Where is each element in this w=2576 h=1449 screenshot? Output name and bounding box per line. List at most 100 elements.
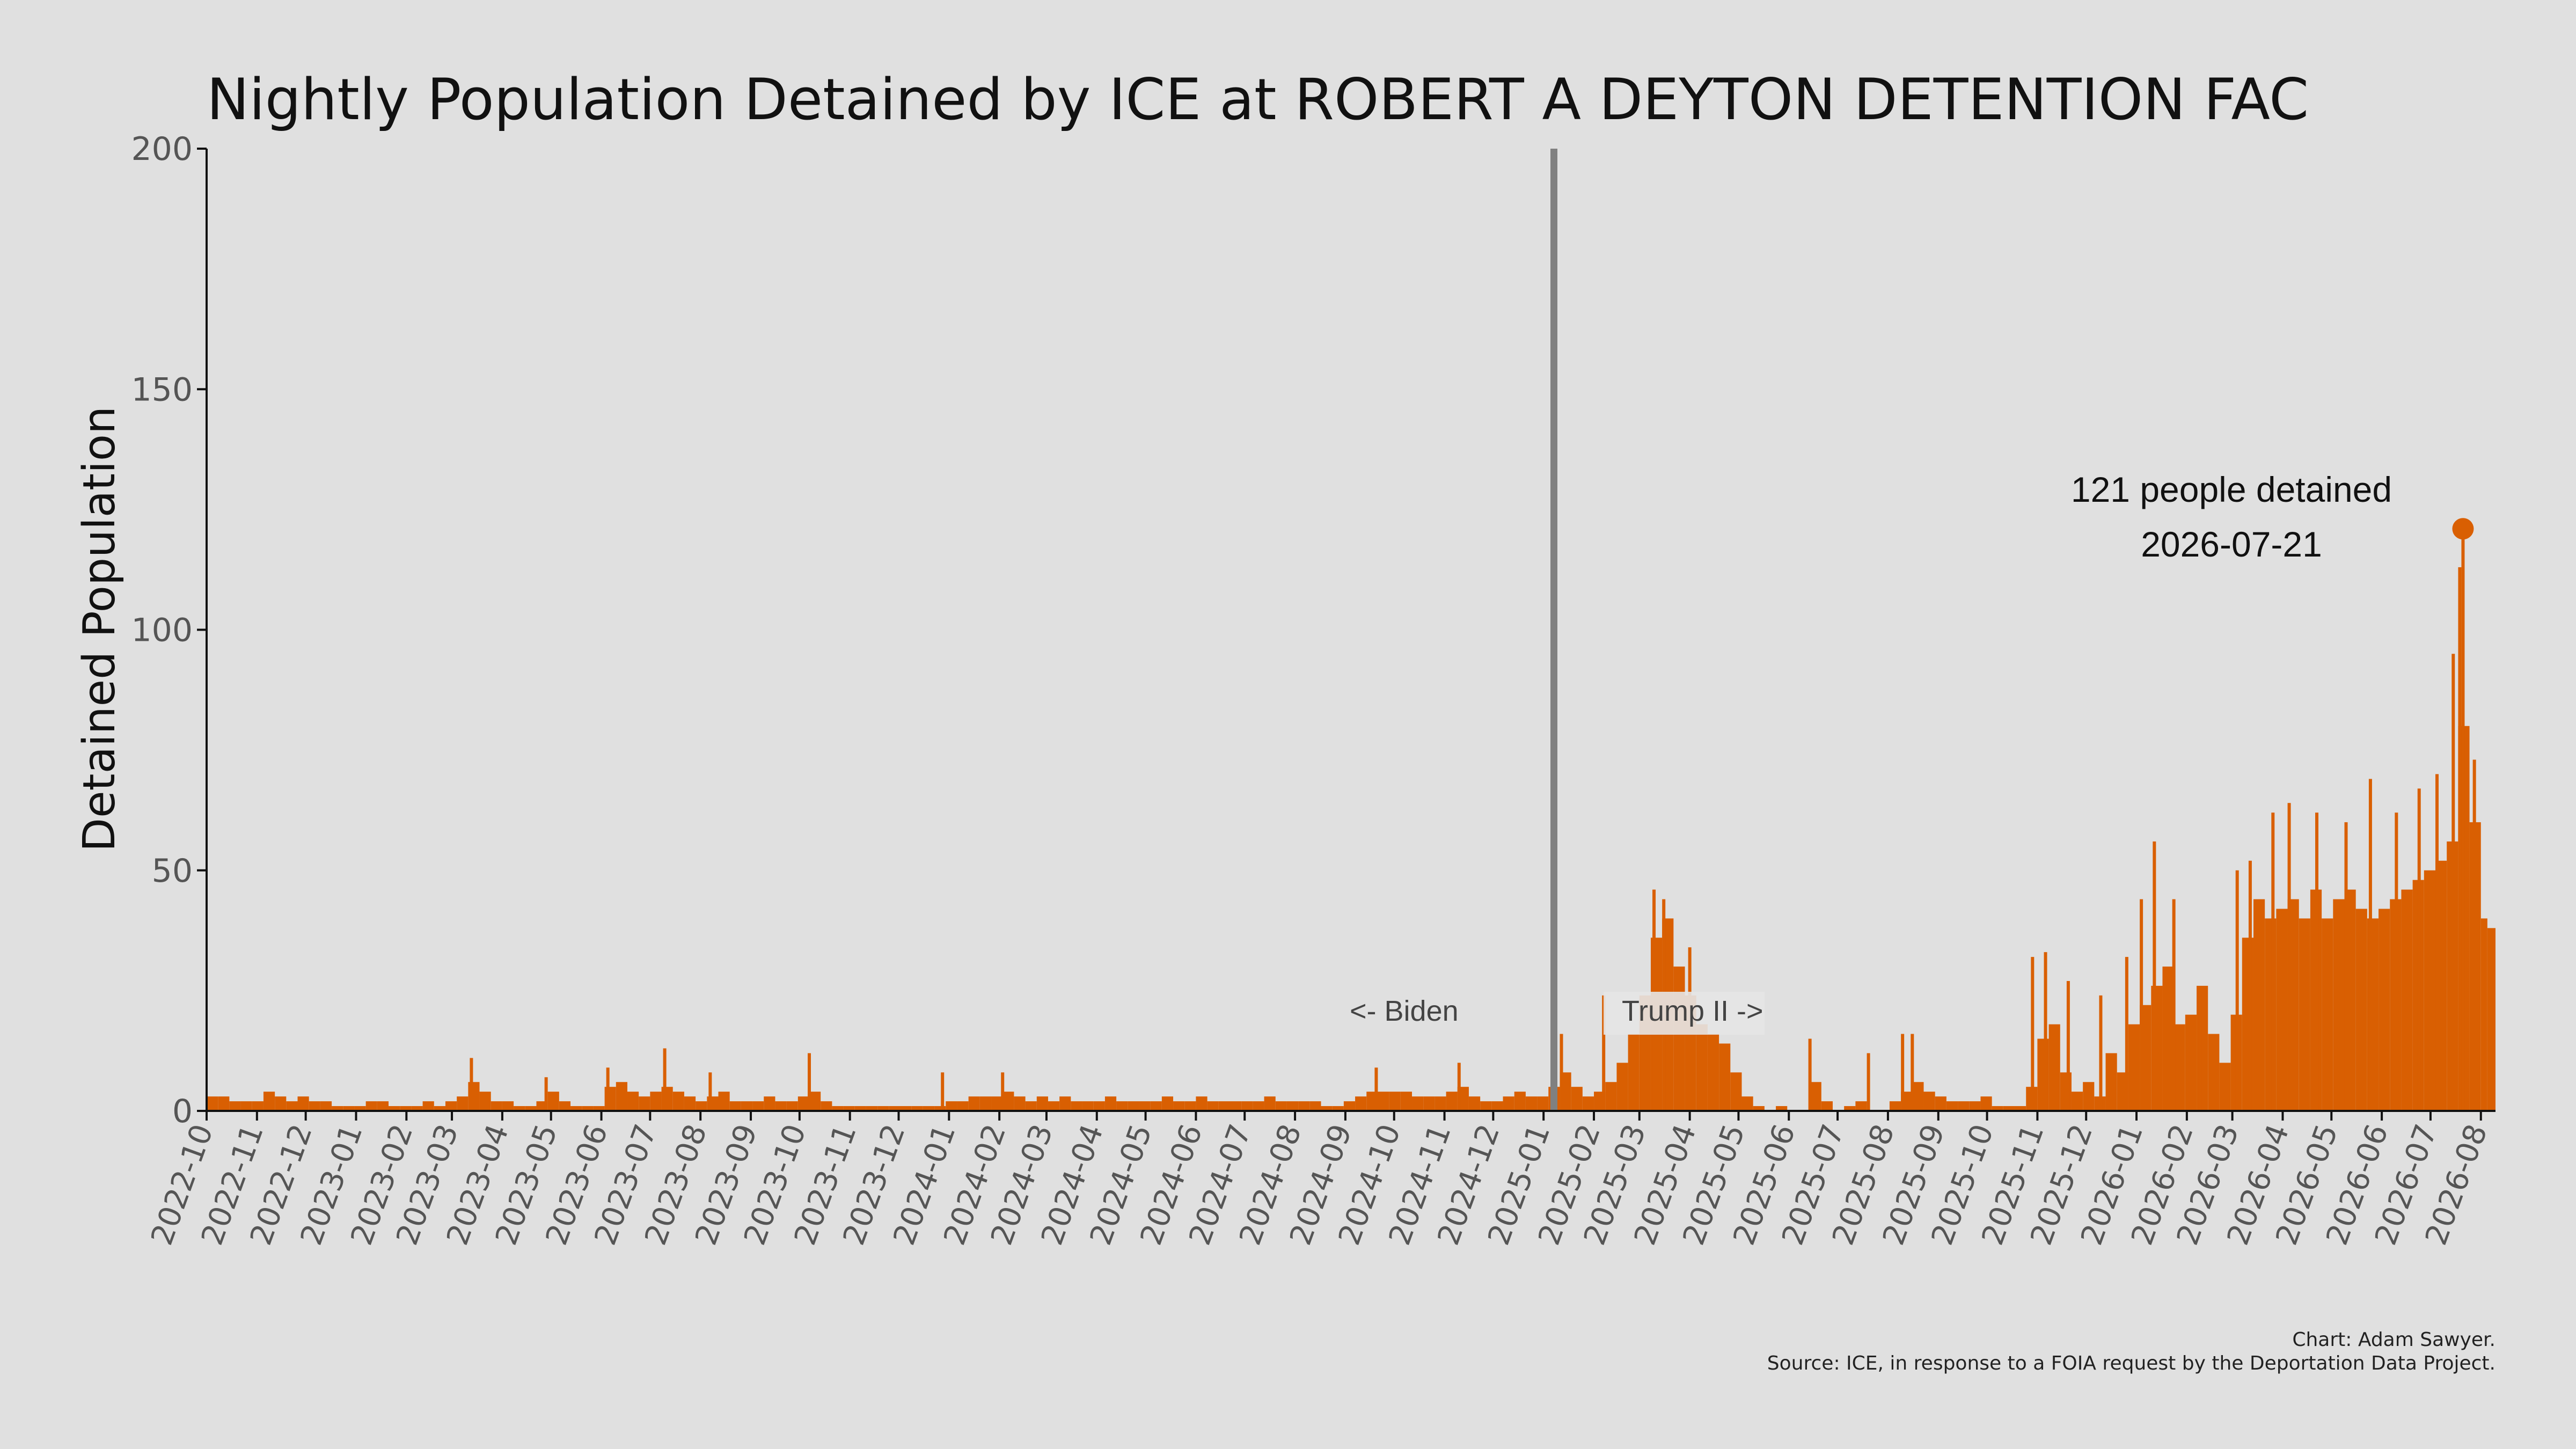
weekly-bar [1525, 1096, 1538, 1111]
weekly-bar [2379, 909, 2390, 1111]
spike-bar [941, 1072, 945, 1111]
weekly-bar [1253, 1101, 1264, 1111]
weekly-bar [2424, 870, 2436, 1111]
weekly-bar [525, 1106, 537, 1111]
spike-bar [708, 1072, 712, 1111]
weekly-bar [639, 1096, 650, 1111]
spike-bar [544, 1077, 548, 1111]
weekly-bar [252, 1101, 264, 1111]
weekly-bar [1002, 1092, 1014, 1111]
spike-bar [1001, 1072, 1005, 1111]
weekly-bar [1753, 1106, 1765, 1111]
weekly-bar [854, 1106, 866, 1111]
weekly-bar [263, 1092, 275, 1111]
weekly-bar [741, 1101, 753, 1111]
weekly-bar [1298, 1101, 1310, 1111]
weekly-bar [1104, 1096, 1117, 1111]
weekly-bar [1036, 1096, 1048, 1111]
weekly-bar [1889, 1101, 1901, 1111]
weekly-bar [1423, 1096, 1435, 1111]
weekly-bar [1605, 1082, 1617, 1111]
spike-bar [2066, 980, 2070, 1111]
weekly-bar [1741, 1096, 1753, 1111]
weekly-bar [1946, 1101, 1958, 1111]
weekly-bar [2276, 909, 2288, 1111]
weekly-bar [696, 1101, 707, 1111]
weekly-bar [1071, 1101, 1082, 1111]
weekly-bar [1923, 1092, 1935, 1111]
spike-bar [1560, 1034, 1563, 1111]
weekly-bar [821, 1101, 832, 1111]
credit-line: Chart: Adam Sawyer. [2292, 1329, 2496, 1351]
weekly-bar [2015, 1106, 2026, 1111]
weekly-bar [2253, 899, 2265, 1111]
weekly-bar [1480, 1101, 1492, 1111]
spike-bar [2458, 567, 2462, 1111]
weekly-bar [2003, 1106, 2015, 1111]
weekly-bar [2480, 918, 2487, 1111]
weekly-bar [1935, 1096, 1946, 1111]
weekly-bar [797, 1096, 810, 1111]
weekly-bar [1673, 967, 1685, 1111]
y-tick-label: 150 [131, 371, 193, 408]
weekly-bar [1218, 1101, 1230, 1111]
weekly-bar [934, 1106, 946, 1111]
spike-bar [2235, 870, 2239, 1111]
spike-bar [2125, 957, 2128, 1111]
spike-bar [2435, 774, 2439, 1111]
weekly-bar [400, 1106, 412, 1111]
weekly-bar [1730, 1072, 1742, 1111]
y-tick-label: 50 [152, 852, 193, 890]
weekly-bar [684, 1096, 696, 1111]
weekly-bar [1150, 1101, 1162, 1111]
weekly-bar [1821, 1101, 1833, 1111]
weekly-bar [2105, 1053, 2117, 1111]
weekly-bar [1776, 1106, 1788, 1111]
weekly-bar [1355, 1096, 1367, 1111]
weekly-bar [1582, 1096, 1594, 1111]
weekly-bar [1025, 1101, 1037, 1111]
weekly-bar [1241, 1101, 1253, 1111]
weekly-bar [1468, 1096, 1481, 1111]
weekly-bar [1048, 1101, 1060, 1111]
weekly-bar [946, 1101, 957, 1111]
weekly-bar [1275, 1101, 1287, 1111]
weekly-bar [240, 1101, 252, 1111]
weekly-bar [786, 1101, 798, 1111]
source-line: Source: ICE, in response to a FOIA reque… [1767, 1352, 2496, 1374]
weekly-bar [1389, 1092, 1401, 1111]
spike-bar [2451, 654, 2455, 1111]
trump-era-label: Trump II -> [1622, 995, 1763, 1027]
weekly-bar [900, 1106, 912, 1111]
weekly-bar [389, 1106, 400, 1111]
trump-label-background [1604, 992, 1765, 1035]
y-tick-label: 200 [131, 130, 193, 168]
spike-bar [2099, 995, 2103, 1111]
weekly-bar [1446, 1092, 1458, 1111]
y-ticks-layer: 0 50 100 150 200 [131, 130, 207, 1130]
weekly-bar [434, 1106, 445, 1111]
weekly-bar [1286, 1101, 1299, 1111]
weekly-bar [1184, 1101, 1196, 1111]
weekly-bar [491, 1101, 502, 1111]
weekly-bar [1128, 1101, 1139, 1111]
weekly-bar [1912, 1082, 1924, 1111]
chart-title: Nightly Population Detained by ICE at RO… [207, 67, 2309, 133]
weekly-bar [1491, 1101, 1503, 1111]
weekly-bar [923, 1106, 935, 1111]
weekly-bar [2071, 1092, 2083, 1111]
weekly-bar [411, 1106, 423, 1111]
weekly-bar [1139, 1101, 1151, 1111]
spike-bar [2472, 759, 2476, 1111]
biden-era-label: <- Biden [1350, 995, 1459, 1027]
weekly-bar [1116, 1101, 1128, 1111]
spike-bar [808, 1053, 811, 1111]
weekly-bar [1059, 1096, 1071, 1111]
weekly-bar [1537, 1096, 1549, 1111]
weekly-bar [1230, 1101, 1242, 1111]
weekly-bar [2083, 1082, 2095, 1111]
weekly-bar [1332, 1106, 1344, 1111]
weekly-bar [2322, 918, 2333, 1111]
weekly-bar [1571, 1087, 1583, 1111]
weekly-bar [616, 1082, 627, 1111]
